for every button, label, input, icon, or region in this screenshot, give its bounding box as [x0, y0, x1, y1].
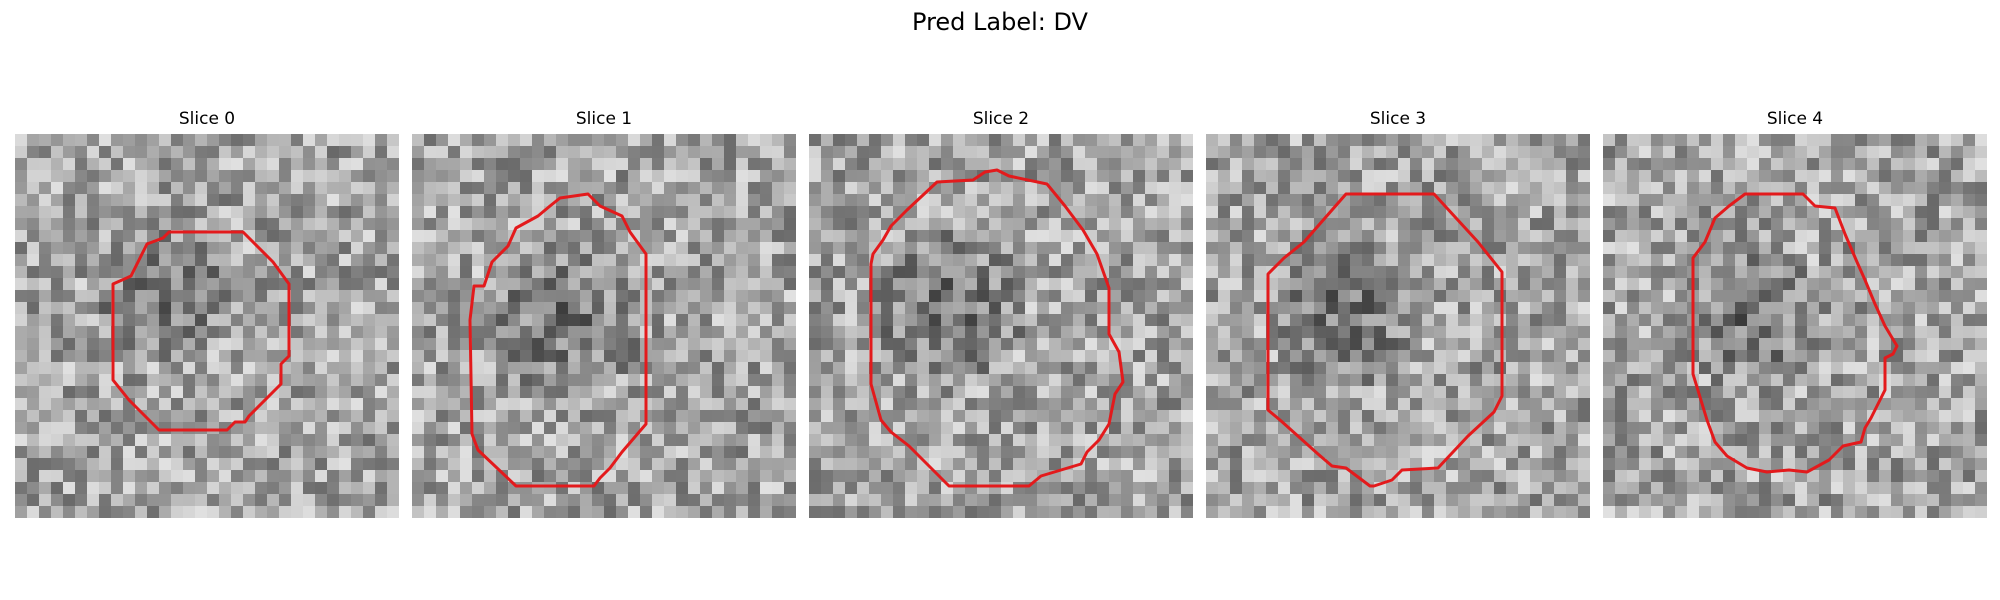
slice-title-2: Slice 2: [972, 109, 1030, 129]
noise-grid-3: [1206, 134, 1590, 518]
slice-title-3: Slice 3: [1369, 109, 1427, 129]
slice-image-4: [1603, 134, 1987, 518]
contour-0: [111, 230, 291, 432]
slice-title-4: Slice 4: [1766, 109, 1824, 129]
contour-1: [468, 192, 648, 488]
figure-title: Pred Label: DV: [912, 8, 1088, 36]
contour-4: [1691, 192, 1899, 474]
slice-image-1: [412, 134, 796, 518]
noise-grid-4: [1603, 134, 1987, 518]
slice-title-0: Slice 0: [178, 109, 236, 129]
slice-image-2: [809, 134, 1193, 518]
noise-grid-0: [15, 134, 399, 518]
contour-3: [1266, 192, 1504, 488]
noise-grid-2: [809, 134, 1193, 518]
slice-image-3: [1206, 134, 1590, 518]
slice-image-0: [15, 134, 399, 518]
contour-2: [869, 168, 1125, 488]
slice-title-1: Slice 1: [575, 109, 633, 129]
